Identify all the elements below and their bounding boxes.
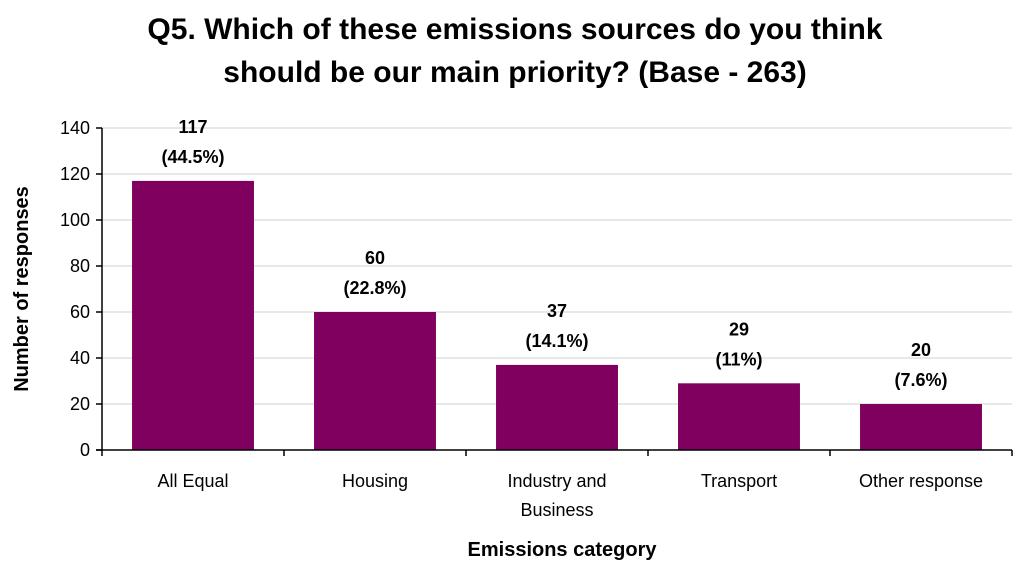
x-category-label: Other response — [859, 471, 983, 491]
data-label: (22.8%) — [343, 278, 406, 298]
y-axis-title: Number of responses — [11, 186, 33, 392]
bar — [860, 404, 982, 450]
data-label: (11%) — [715, 349, 762, 369]
y-tick-label: 100 — [60, 210, 90, 230]
bars — [132, 180, 982, 450]
data-label: (14.1%) — [525, 331, 588, 351]
data-label: (44.5%) — [161, 147, 224, 167]
y-tick-label: 120 — [60, 164, 90, 184]
x-category-labels: All Equal Housing Industry and Business Tran… — [157, 471, 983, 520]
axes — [96, 127, 1013, 456]
chart-title-line-2: should be our main priority? (Base - 263… — [223, 56, 806, 89]
y-tick-label: 0 — [80, 440, 90, 460]
x-category-label: Industry and — [507, 471, 606, 491]
y-tick-label: 60 — [70, 302, 90, 322]
y-tick-labels: 0 20 40 60 80 100 120 140 — [60, 118, 90, 460]
y-tick-label: 140 — [60, 118, 90, 138]
data-labels: 117 (44.5%) 60 (22.8%) 37 (14.1%) 29 (11%) 20 (7.… — [161, 117, 947, 390]
y-tick-label: 40 — [70, 348, 90, 368]
data-label: 29 — [729, 319, 749, 339]
chart-title-line-1: Q5. Which of these emissions sources do … — [147, 13, 882, 46]
y-tick-label: 20 — [70, 394, 90, 414]
x-category-label: Housing — [342, 471, 408, 491]
x-category-label: Business — [520, 500, 593, 520]
data-label: 60 — [365, 248, 385, 268]
x-category-label: Transport — [701, 471, 777, 491]
x-category-label: All Equal — [157, 471, 228, 491]
data-label: 117 — [178, 117, 207, 137]
data-label: (7.6%) — [894, 370, 947, 390]
bar — [496, 364, 618, 450]
data-label: 20 — [911, 340, 931, 360]
y-tick-label: 80 — [70, 256, 90, 276]
data-label: 37 — [547, 301, 567, 321]
bar — [314, 312, 436, 450]
x-axis-title: Emissions category — [468, 539, 658, 561]
bar — [132, 180, 254, 450]
chart-title: Q5. Which of these emissions sources do … — [147, 13, 882, 89]
bar — [678, 383, 800, 450]
